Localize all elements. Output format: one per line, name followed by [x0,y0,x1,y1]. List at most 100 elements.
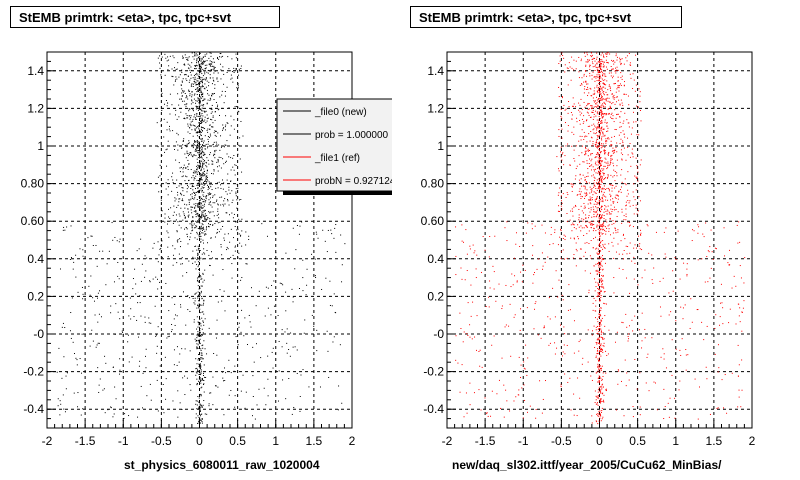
left-scatter-point [187,63,189,65]
left-scatter-point [191,91,193,93]
left-scatter-point [182,58,184,60]
left-scatter-point [308,386,310,388]
right-scatter-point [601,116,603,118]
right-scatter-point [600,93,602,95]
right-scatter-point [605,372,607,374]
left-scatter-point [245,231,247,233]
right-scatter-point [519,329,521,331]
right-scatter-point [587,168,589,170]
right-scatter-point [605,113,607,115]
right-scatter-point [590,55,592,57]
right-scatter-point [629,62,631,64]
left-scatter-point [194,130,196,132]
left-scatter-point [196,169,198,171]
left-scatter-point [188,142,190,144]
left-scatter-point [165,282,167,284]
right-scatter-point [600,402,602,404]
left-scatter-point [179,353,181,355]
right-scatter-point [598,360,600,362]
left-scatter-point [195,55,197,57]
left-scatter-point [219,184,221,186]
right-scatter-point [629,222,631,224]
left-scatter-point [199,137,201,139]
right-scatter-point [709,277,711,279]
right-scatter-point [561,97,563,99]
left-scatter-point [221,300,223,302]
right-scatter-point [613,165,615,167]
right-scatter-point [568,284,570,286]
left-scatter-point [199,130,201,132]
right-scatter-point [735,285,737,287]
left-scatter-point [232,199,234,201]
right-scatter-point [639,406,641,408]
right-scatter-point [548,344,550,346]
left-scatter-point [235,53,237,55]
right-scatter-point [455,359,457,361]
right-scatter-point [606,56,608,58]
left-scatter-point [197,253,199,255]
right-scatter-point [636,134,638,136]
left-scatter-point [201,146,203,148]
right-scatter-point [597,202,599,204]
left-scatter-point [202,321,204,323]
left-scatter-point [188,163,190,165]
left-scatter-point [196,199,198,201]
left-scatter-point [90,333,92,335]
left-scatter-point [218,156,220,158]
left-scatter-point [194,261,196,263]
right-scatter-point [659,280,661,282]
right-scatter-point [571,145,573,147]
left-scatter-point [190,194,192,196]
right-scatter-point [648,390,650,392]
left-scatter-point [201,153,203,155]
right-scatter-point [585,88,587,90]
right-scatter-point [622,253,624,255]
right-scatter-point [667,402,669,404]
right-scatter-point [601,160,603,162]
left-scatter-point [172,264,174,266]
left-scatter-point [198,354,200,356]
right-scatter-point [569,164,571,166]
right-scatter-point [562,54,564,56]
right-scatter-point [677,230,679,232]
right-scatter-point [493,335,495,337]
left-scatter-point [193,321,195,323]
right-scatter-point [600,389,602,391]
left-scatter-point [195,211,197,213]
left-scatter-point [195,145,197,147]
left-scatter-point [204,215,206,217]
right-scatter-point [607,108,609,110]
right-scatter-point [576,165,578,167]
left-scatter-point [192,217,194,219]
right-scatter-point [717,407,719,409]
right-scatter-point [603,83,605,85]
left-scatter-point [206,170,208,172]
right-scatter-point [560,386,562,388]
right-scatter-point [469,324,471,326]
right-scatter-point [616,215,618,217]
right-scatter-point [598,149,600,151]
left-scatter-point [294,346,296,348]
left-scatter-point [196,307,198,309]
left-scatter-point [185,95,187,97]
left-scatter-point [202,187,204,189]
left-scatter-point [201,118,203,120]
right-scatter-point [601,120,603,122]
left-scatter-point [181,71,183,73]
left-scatter-point [59,414,61,416]
right-scatter-point [629,292,631,294]
right-scatter-point [604,315,606,317]
left-scatter-point [214,153,216,155]
right-scatter-point [601,139,603,141]
right-scatter-point [589,255,591,257]
left-scatter-point [231,71,233,73]
left-scatter-point [225,144,227,146]
right-scatter-point [602,133,604,135]
left-scatter-point [175,198,177,200]
left-scatter-point [206,172,208,174]
left-scatter-point [201,354,203,356]
left-scatter-point [210,63,212,65]
right-scatter-point [598,266,600,268]
left-scatter-point [209,133,211,135]
left-scatter-point [195,371,197,373]
